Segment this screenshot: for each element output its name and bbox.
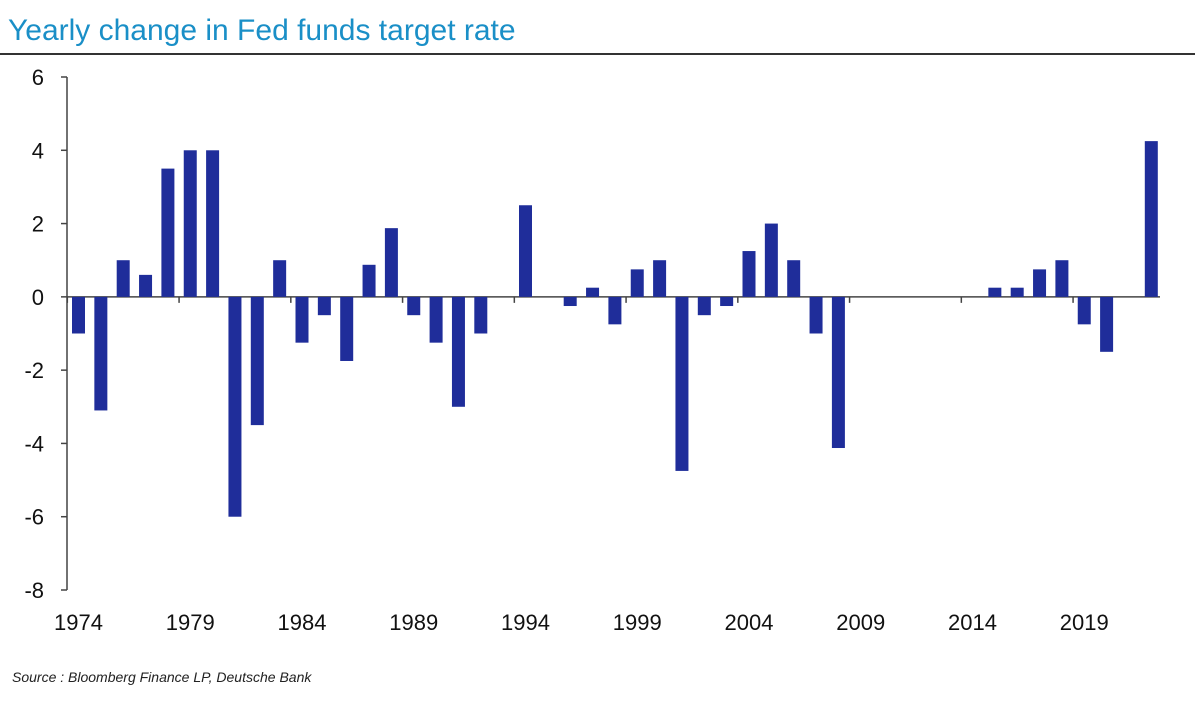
y-tick-label: -6 [24,505,44,530]
bar-1984 [295,296,309,343]
bar-2015 [988,287,1002,297]
chart-title: Yearly change in Fed funds target rate [8,14,516,47]
bar-1985 [317,296,331,316]
bar-1982 [250,296,264,426]
bar-1974 [72,296,85,334]
y-tick-label: 2 [32,212,44,237]
x-tick-label: 2009 [836,610,885,635]
bar-2017 [1033,269,1047,297]
bar-1975 [94,296,108,411]
bar-2006 [787,260,801,297]
bar-1983 [273,260,287,297]
source-note: Source : Bloomberg Finance LP, Deutsche … [12,669,312,685]
bar-2003 [720,296,734,307]
x-tick-label: 1979 [166,610,215,635]
x-tick-label: 1994 [501,610,550,635]
bar-1987 [362,264,376,297]
bar-2016 [1010,287,1024,297]
bar-2000 [653,260,667,297]
bar-2020 [1100,296,1114,352]
bar-2004 [742,251,756,297]
bar-1994 [519,205,532,297]
y-tick-label: 4 [32,138,44,163]
bar-1997 [586,287,600,297]
bar-2019 [1077,296,1091,325]
bar-1991 [451,296,465,407]
bar-2008 [831,296,845,449]
bar-1977 [139,274,153,297]
y-tick-label: 0 [32,285,44,310]
bar-1998 [608,296,622,325]
bar-1992 [474,296,488,334]
bar-2002 [697,296,711,316]
bars [72,141,1158,517]
y-tick-label: -8 [24,578,44,603]
x-tick-label: 2014 [948,610,997,635]
bar-1999 [630,269,644,297]
y-tick-label: 6 [32,65,44,90]
bar-1979 [183,150,197,297]
bar-2022 [1144,141,1158,297]
bar-1988 [384,228,398,297]
y-tick-label: -4 [24,431,44,456]
x-tick-label: 2004 [725,610,774,635]
bar-1980 [206,150,220,297]
bar-2001 [675,296,689,471]
x-tick-label: 1989 [389,610,438,635]
bar-1978 [161,168,175,297]
bar-2007 [809,296,823,334]
x-tick-label: 2019 [1060,610,1109,635]
bar-1976 [116,260,130,297]
x-tick-label: 1984 [278,610,327,635]
x-tick-label: 1974 [54,610,103,635]
title-divider [0,53,1195,55]
bar-1981 [228,296,242,517]
bar-1986 [340,296,354,361]
bar-2018 [1055,260,1069,297]
bar-1989 [407,296,421,316]
y-tick-label: -2 [24,358,44,383]
bar-2005 [764,223,778,297]
x-tick-label: 1999 [613,610,662,635]
bar-1996 [563,296,577,307]
bar-1990 [429,296,443,343]
